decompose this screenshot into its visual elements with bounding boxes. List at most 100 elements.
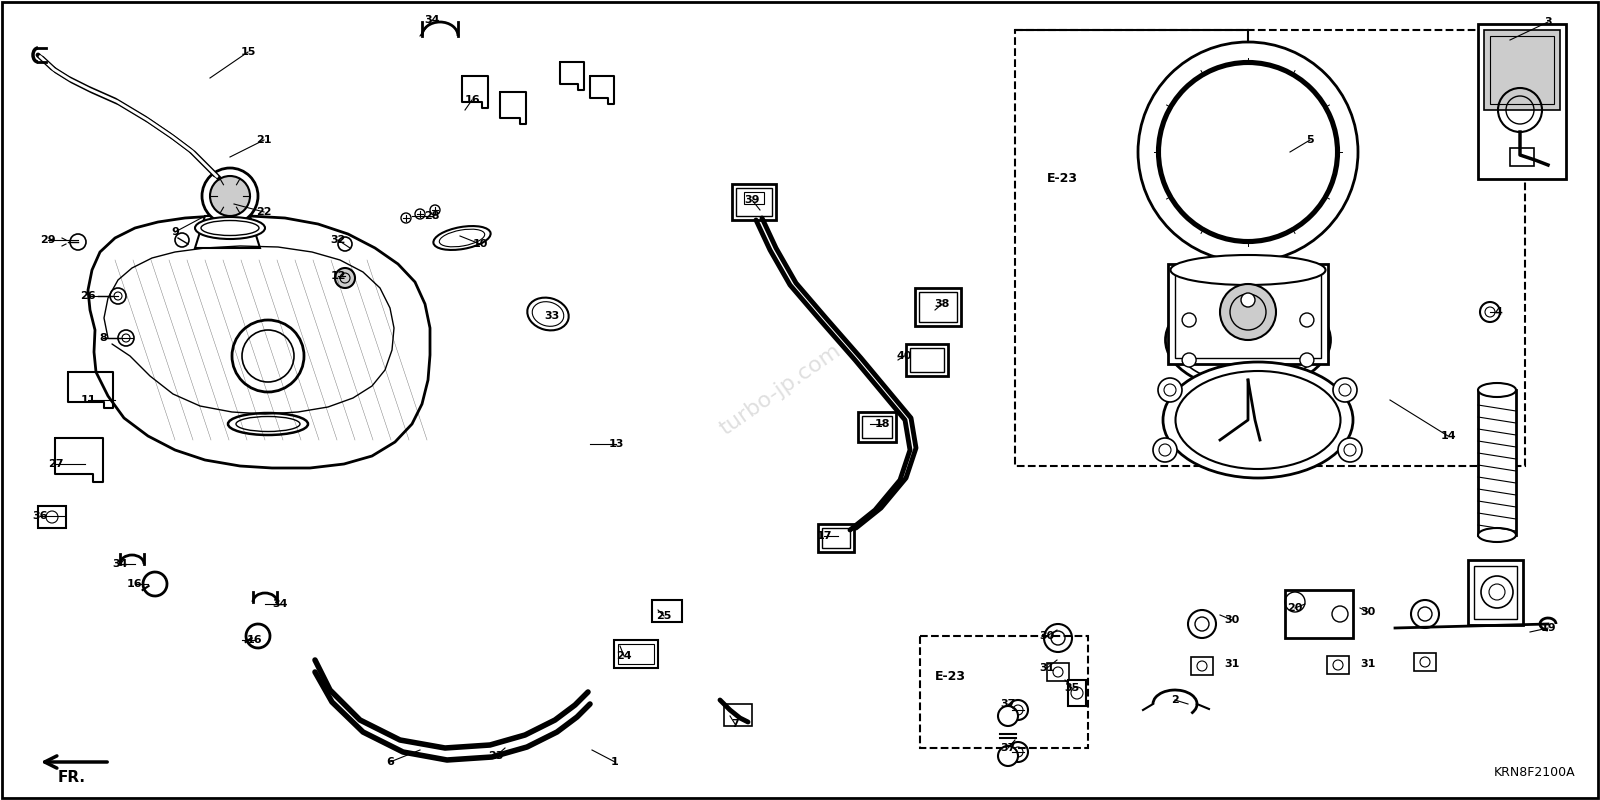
- Text: 23: 23: [488, 751, 504, 761]
- Ellipse shape: [195, 217, 266, 239]
- Bar: [1478, 390, 1517, 535]
- Bar: [38, 506, 66, 528]
- Text: 34: 34: [424, 15, 440, 25]
- Bar: [818, 524, 854, 552]
- Text: 16: 16: [464, 95, 480, 105]
- Circle shape: [232, 320, 304, 392]
- Text: 12: 12: [330, 271, 346, 281]
- Text: 7: 7: [731, 719, 739, 729]
- Circle shape: [1242, 293, 1254, 307]
- Text: 13: 13: [608, 439, 624, 449]
- Bar: [1046, 663, 1069, 681]
- Text: 4: 4: [1494, 307, 1502, 317]
- Bar: [1490, 36, 1554, 104]
- Circle shape: [1154, 438, 1178, 462]
- Bar: [1285, 590, 1354, 638]
- Text: 37: 37: [1000, 743, 1016, 753]
- Circle shape: [1333, 378, 1357, 402]
- Ellipse shape: [1478, 528, 1517, 542]
- Text: E-23: E-23: [934, 670, 965, 682]
- Circle shape: [1411, 600, 1438, 628]
- Bar: [1474, 566, 1517, 619]
- Text: 1: 1: [611, 757, 619, 767]
- Bar: [1510, 148, 1534, 166]
- Circle shape: [1242, 373, 1254, 387]
- Text: 14: 14: [1440, 431, 1456, 441]
- Text: 36: 36: [32, 511, 48, 521]
- Bar: [915, 288, 962, 326]
- Ellipse shape: [229, 413, 307, 435]
- Bar: [736, 188, 771, 216]
- Bar: [1414, 653, 1437, 671]
- Circle shape: [202, 168, 258, 224]
- Circle shape: [998, 746, 1018, 766]
- Bar: [862, 416, 893, 438]
- Bar: [1168, 264, 1328, 364]
- Text: 15: 15: [240, 47, 256, 57]
- Text: 35: 35: [1064, 683, 1080, 693]
- Bar: [906, 344, 947, 376]
- Text: 24: 24: [616, 651, 632, 661]
- Text: 25: 25: [656, 611, 672, 621]
- Circle shape: [1299, 353, 1314, 367]
- Text: 22: 22: [256, 207, 272, 217]
- Ellipse shape: [1165, 290, 1331, 390]
- Circle shape: [334, 268, 355, 288]
- Ellipse shape: [1478, 383, 1517, 397]
- Text: 31: 31: [1040, 663, 1054, 673]
- Text: 20: 20: [1288, 603, 1302, 613]
- Bar: [1014, 30, 1525, 466]
- Circle shape: [1187, 610, 1216, 638]
- Text: 3: 3: [1544, 17, 1552, 27]
- Text: KRN8F2100A: KRN8F2100A: [1493, 766, 1574, 778]
- Circle shape: [210, 176, 250, 216]
- Text: 34: 34: [112, 559, 128, 569]
- Ellipse shape: [1163, 362, 1354, 478]
- Bar: [1190, 657, 1213, 675]
- Text: 28: 28: [424, 211, 440, 221]
- Bar: [858, 412, 896, 442]
- Circle shape: [1182, 353, 1197, 367]
- Text: 19: 19: [1541, 623, 1555, 633]
- Bar: [653, 600, 682, 622]
- Polygon shape: [195, 216, 259, 248]
- Text: 11: 11: [80, 395, 96, 405]
- Circle shape: [1008, 700, 1027, 720]
- Circle shape: [1325, 602, 1352, 630]
- Text: 16: 16: [126, 579, 142, 589]
- Circle shape: [998, 706, 1018, 726]
- Text: FR.: FR.: [58, 770, 86, 785]
- Bar: [920, 636, 1088, 748]
- Text: 30: 30: [1224, 615, 1240, 625]
- Text: 18: 18: [874, 419, 890, 429]
- Text: 10: 10: [472, 239, 488, 249]
- Bar: [1069, 680, 1086, 706]
- Text: 38: 38: [934, 299, 950, 309]
- Text: 30: 30: [1360, 607, 1376, 617]
- Text: 32: 32: [330, 235, 346, 245]
- Bar: [1174, 270, 1322, 358]
- Circle shape: [1182, 313, 1197, 327]
- Circle shape: [1221, 284, 1277, 340]
- Text: E-23: E-23: [1046, 171, 1077, 185]
- Circle shape: [1299, 313, 1314, 327]
- Circle shape: [1008, 742, 1027, 762]
- Text: 6: 6: [386, 757, 394, 767]
- Text: 9: 9: [171, 227, 179, 237]
- Bar: [733, 184, 776, 220]
- Text: 2: 2: [1171, 695, 1179, 705]
- Text: 29: 29: [40, 235, 56, 245]
- Bar: [1326, 656, 1349, 674]
- Bar: [910, 348, 944, 372]
- Text: 37: 37: [1000, 699, 1016, 709]
- Text: 30: 30: [1040, 631, 1054, 641]
- Bar: [614, 640, 658, 668]
- Text: 34: 34: [272, 599, 288, 609]
- Bar: [1214, 440, 1267, 470]
- Text: 40: 40: [896, 351, 912, 361]
- Circle shape: [1138, 42, 1358, 262]
- Text: 31: 31: [1360, 659, 1376, 669]
- Bar: [822, 528, 850, 548]
- Text: 33: 33: [544, 311, 560, 321]
- Text: 17: 17: [816, 531, 832, 541]
